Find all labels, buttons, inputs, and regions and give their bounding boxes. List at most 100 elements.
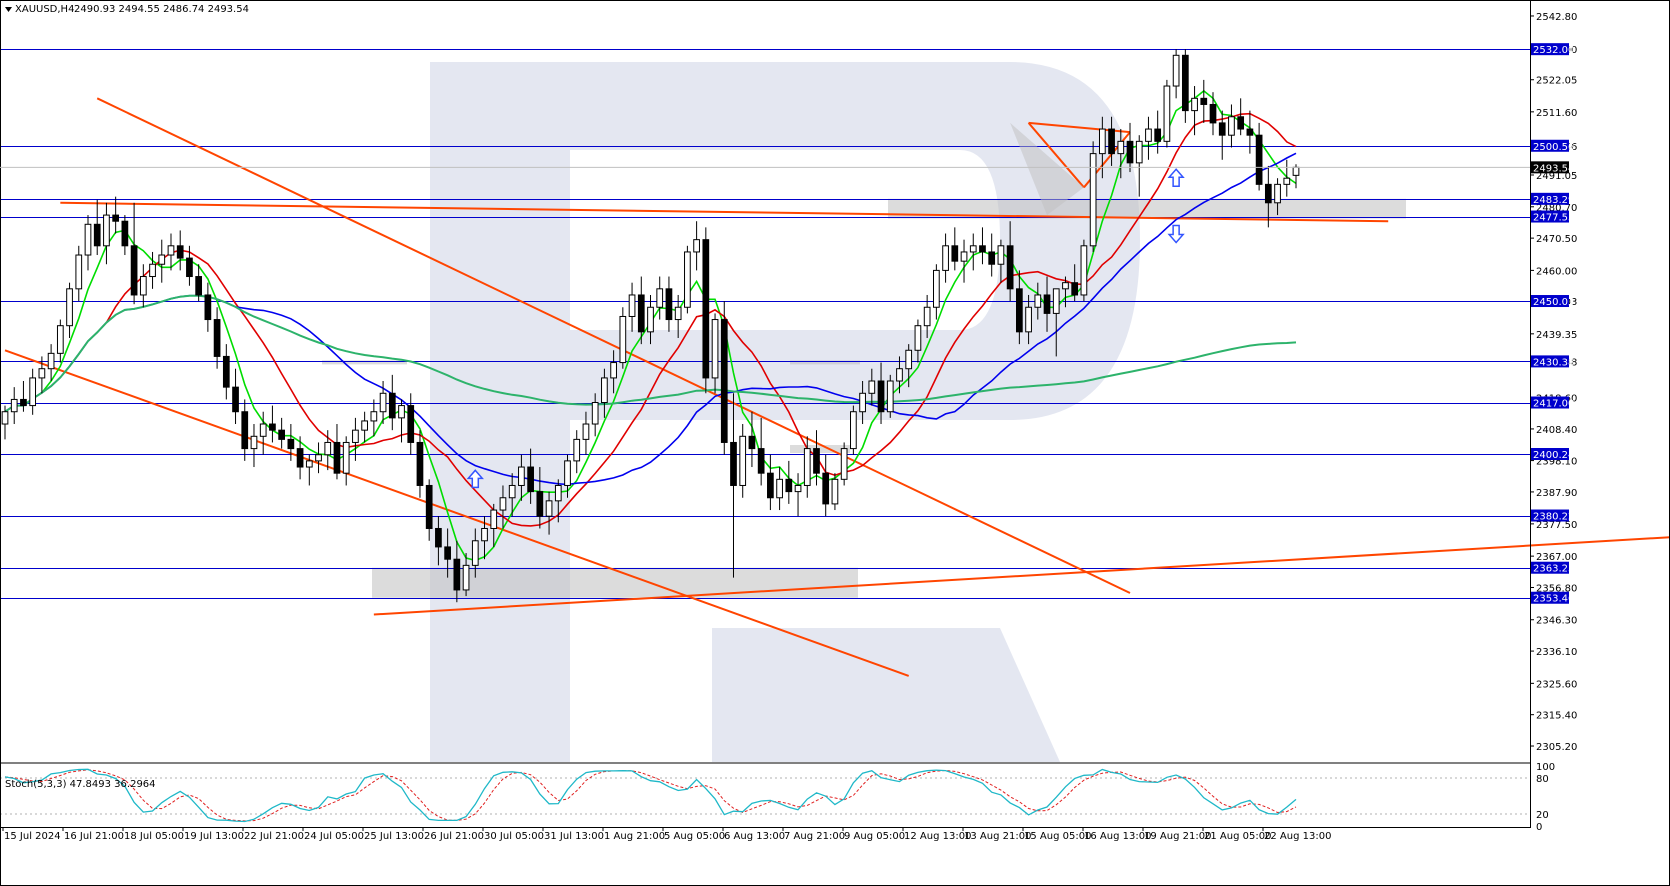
level-label: 2400.24	[1533, 450, 1574, 461]
candle-bear-body	[333, 441, 341, 474]
dropdown-triangle-icon[interactable]	[5, 7, 12, 12]
level-label-bg	[1531, 43, 1569, 56]
candle	[471, 528, 479, 578]
candle	[121, 215, 129, 256]
candle	[1080, 239, 1088, 302]
time-tick-label: 25 Jul 13:00	[364, 831, 424, 842]
level-label-bg	[1531, 192, 1569, 205]
price-tick-label: 2470.50	[1536, 234, 1577, 245]
candle-bull-body	[1135, 140, 1143, 164]
candle-bull-body	[149, 263, 156, 278]
time-tick-label: 31 Jul 13:00	[544, 831, 604, 842]
price-tick-label: 2511.60	[1536, 108, 1577, 119]
level-label: 2532.00	[1533, 45, 1574, 56]
candle	[444, 528, 451, 578]
candle-bear-body	[527, 466, 534, 493]
candle	[425, 479, 433, 541]
candle	[481, 516, 488, 560]
candle	[20, 381, 27, 412]
ohlc-label: 2490.93 2494.55 2486.74 2493.54	[74, 4, 249, 15]
candle-bear-body	[1126, 140, 1134, 164]
candle-bear-body	[757, 448, 765, 474]
candle-bull-body	[1172, 54, 1180, 87]
stoch-main-line	[4, 768, 1297, 823]
time-tick-label: 19 Jul 13:00	[184, 831, 244, 842]
candle-bear-body	[130, 245, 138, 296]
candle	[868, 368, 876, 406]
candle	[361, 411, 368, 443]
trend-line-2	[4, 349, 910, 677]
trend-lines	[4, 97, 1670, 677]
candle	[158, 239, 166, 283]
trend-line-1	[96, 97, 1131, 594]
candle-bull-body	[674, 306, 682, 321]
level-label: 2500.56	[1533, 142, 1574, 153]
candle-bear-body	[232, 386, 239, 413]
candle-bear-body	[813, 448, 820, 474]
candle-bear-body	[269, 423, 276, 431]
candle-bear-body	[222, 355, 230, 388]
stoch-tick-label: 0	[1536, 822, 1542, 833]
price-tick-label: 2480.70	[1536, 203, 1577, 214]
candle-bull-body	[250, 435, 258, 450]
candle-bear-body	[1154, 128, 1162, 142]
candle	[886, 374, 894, 418]
price-tick-label: 2315.40	[1536, 711, 1577, 722]
candle-bull-body	[582, 423, 590, 440]
candle-bull-body	[1292, 166, 1300, 176]
level-label: 2483.29	[1533, 195, 1574, 206]
candle	[1181, 49, 1189, 123]
candle-bull-body	[610, 362, 617, 379]
candle-bear-body	[388, 392, 396, 419]
candle-bull-body	[259, 423, 267, 437]
candle-bear-body	[951, 245, 959, 262]
down-arrow-icon-0	[1167, 224, 1185, 244]
level-label: 2450.03	[1533, 297, 1574, 308]
candle	[1052, 288, 1060, 357]
time-tick-label: 18 Jul 05:00	[124, 831, 184, 842]
candle	[979, 227, 986, 265]
candle	[637, 276, 645, 345]
candle	[139, 264, 147, 308]
current-price-label: 2493.54	[1533, 163, 1574, 174]
time-tick-label: 21 Aug 05:00	[1204, 831, 1271, 842]
candle-bear-body	[877, 380, 885, 413]
candle-bull-body	[1034, 294, 1042, 308]
time-tick-label: 6 Aug 13:00	[724, 831, 785, 842]
candle-bear-body	[241, 411, 249, 450]
candle-bull-body	[573, 438, 581, 462]
candle	[1108, 116, 1115, 166]
time-tick-label: 26 Jul 21:00	[424, 831, 484, 842]
candle	[315, 442, 322, 474]
candle	[554, 479, 562, 523]
candle-bull-body	[361, 420, 368, 431]
price-tick-label: 2387.90	[1536, 488, 1577, 499]
candle-bear-body	[1255, 134, 1263, 185]
candle	[831, 473, 839, 511]
candle	[1043, 276, 1051, 332]
candle-bull-body	[960, 251, 968, 262]
candle-bull-body	[1089, 153, 1097, 247]
candle	[702, 227, 710, 394]
candle-bull-body	[75, 254, 83, 290]
level-label-bg	[1531, 591, 1569, 604]
candle	[38, 356, 46, 394]
candle-bear-body	[204, 294, 212, 321]
candle	[1015, 270, 1023, 345]
candle	[490, 503, 498, 547]
candle-bull-body	[398, 405, 405, 419]
candle	[1071, 264, 1079, 302]
candle	[757, 417, 765, 486]
candle-bear-body	[730, 441, 737, 486]
candle-bear-body	[1200, 97, 1208, 105]
candle	[112, 196, 120, 234]
candle	[213, 307, 221, 369]
candle	[518, 454, 525, 501]
candle-bull-body	[591, 402, 599, 425]
candle	[794, 473, 802, 517]
candle	[508, 473, 516, 517]
candle-bull-body	[776, 478, 783, 499]
candle	[269, 405, 276, 443]
candle-bull-body	[462, 564, 470, 591]
candle-bull-body	[508, 484, 516, 499]
